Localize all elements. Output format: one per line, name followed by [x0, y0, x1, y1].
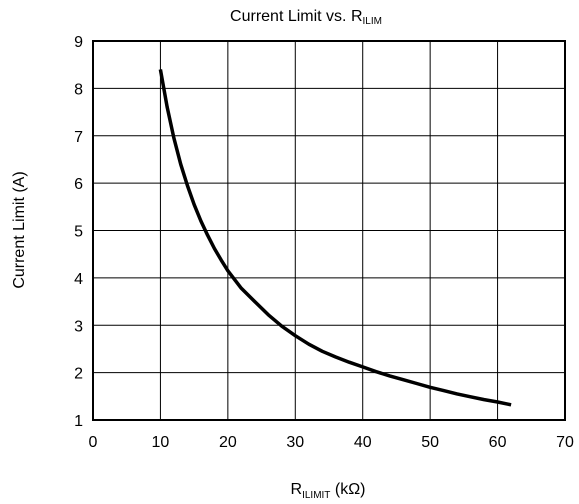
x-tick-label: 0 — [89, 434, 98, 451]
y-tick-label: 6 — [74, 176, 83, 193]
y-tick-label: 5 — [74, 224, 83, 241]
y-tick-label: 9 — [74, 34, 83, 51]
y-tick-label: 2 — [74, 366, 83, 383]
data-series — [158, 69, 512, 407]
y-axis-label: Current Limit (A) — [11, 171, 28, 288]
y-tick-label: 7 — [74, 129, 83, 146]
x-tick-label: 10 — [152, 434, 170, 451]
y-tick-label: 8 — [74, 81, 83, 98]
y-tick-label: 3 — [74, 318, 83, 335]
x-tick-label: 20 — [219, 434, 237, 451]
series-line — [158, 69, 512, 407]
x-tick-label: 40 — [354, 434, 372, 451]
x-tick-label: 70 — [556, 434, 574, 451]
x-tick-label: 60 — [489, 434, 507, 451]
x-tick-label: 30 — [286, 434, 304, 451]
y-tick-labels: 1 2 3 4 5 6 7 8 9 — [74, 34, 83, 430]
x-tick-labels: 0 10 20 30 40 50 60 70 — [89, 434, 574, 451]
plot-area — [92, 40, 566, 421]
chart-title: Current Limit vs. RILIM — [230, 8, 382, 27]
y-tick-label: 4 — [74, 271, 83, 288]
x-tick-label: 50 — [421, 434, 439, 451]
x-axis-label: RILIMIT (kΩ) — [291, 481, 366, 501]
y-tick-label: 1 — [74, 413, 83, 430]
